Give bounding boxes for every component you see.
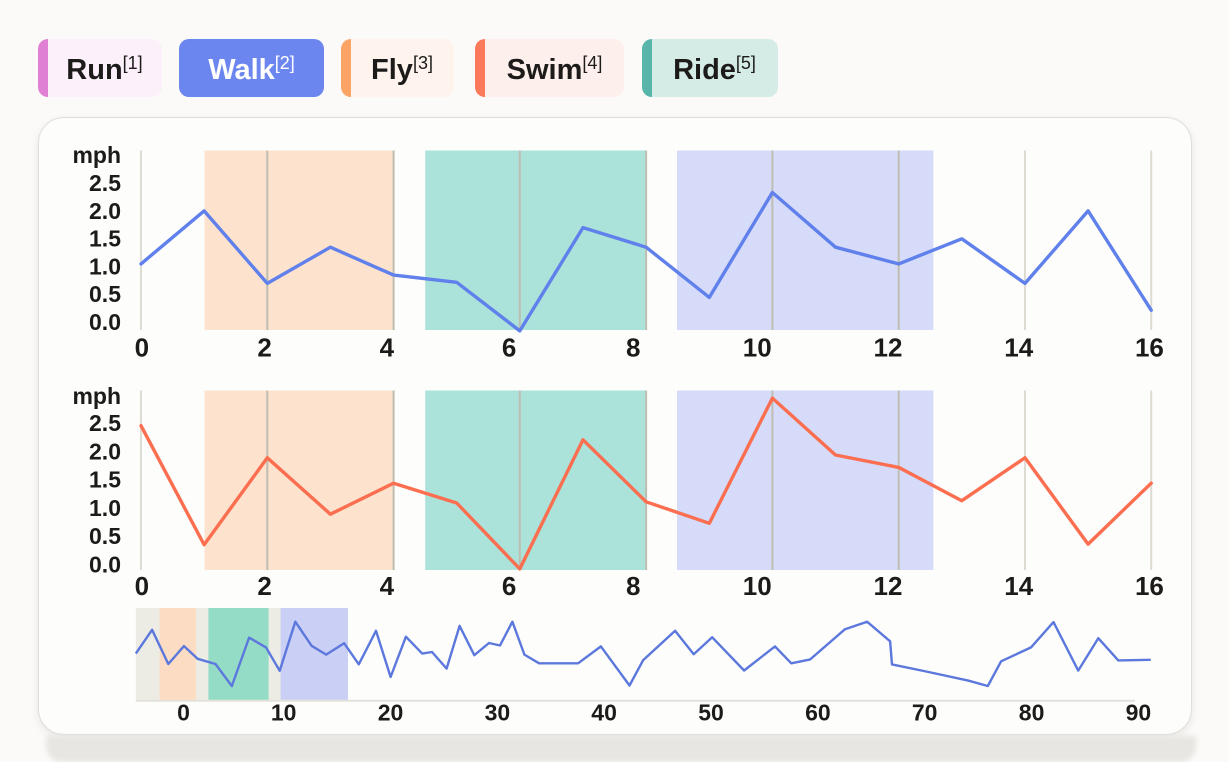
svg-text:1.0: 1.0 <box>89 253 121 279</box>
svg-text:1.0: 1.0 <box>89 495 121 521</box>
svg-text:0: 0 <box>135 332 149 362</box>
svg-text:2.0: 2.0 <box>89 198 121 224</box>
svg-text:6: 6 <box>502 571 516 601</box>
svg-text:30: 30 <box>485 699 511 725</box>
svg-text:14: 14 <box>1004 332 1033 362</box>
svg-text:4: 4 <box>380 571 395 601</box>
svg-text:60: 60 <box>805 699 831 725</box>
svg-text:mph: mph <box>72 142 121 168</box>
svg-text:0.0: 0.0 <box>89 552 121 578</box>
svg-text:40: 40 <box>591 699 617 725</box>
svg-text:14: 14 <box>1004 571 1033 601</box>
svg-text:8: 8 <box>626 571 640 601</box>
svg-text:12: 12 <box>874 332 903 362</box>
svg-text:2.0: 2.0 <box>89 438 121 464</box>
svg-text:2.5: 2.5 <box>89 410 121 436</box>
svg-text:70: 70 <box>912 699 938 725</box>
svg-text:8: 8 <box>626 332 640 362</box>
svg-text:10: 10 <box>271 699 297 725</box>
svg-text:0.5: 0.5 <box>89 281 121 307</box>
svg-text:0: 0 <box>177 699 190 725</box>
svg-text:50: 50 <box>698 699 724 725</box>
svg-text:16: 16 <box>1135 332 1164 362</box>
svg-text:0.5: 0.5 <box>89 523 121 549</box>
svg-text:20: 20 <box>378 699 404 725</box>
svg-text:2: 2 <box>257 332 271 362</box>
svg-text:2: 2 <box>257 571 271 601</box>
svg-text:80: 80 <box>1019 699 1045 725</box>
svg-text:10: 10 <box>743 571 772 601</box>
svg-text:4: 4 <box>380 332 395 362</box>
svg-text:16: 16 <box>1135 571 1164 601</box>
svg-text:10: 10 <box>743 332 772 362</box>
svg-text:6: 6 <box>502 332 516 362</box>
svg-text:mph: mph <box>72 383 121 409</box>
svg-text:12: 12 <box>874 571 903 601</box>
svg-text:1.5: 1.5 <box>89 467 121 493</box>
svg-text:0: 0 <box>135 571 149 601</box>
svg-text:90: 90 <box>1126 699 1152 725</box>
svg-text:2.5: 2.5 <box>89 170 121 196</box>
svg-text:0.0: 0.0 <box>89 309 121 335</box>
svg-text:1.5: 1.5 <box>89 226 121 252</box>
